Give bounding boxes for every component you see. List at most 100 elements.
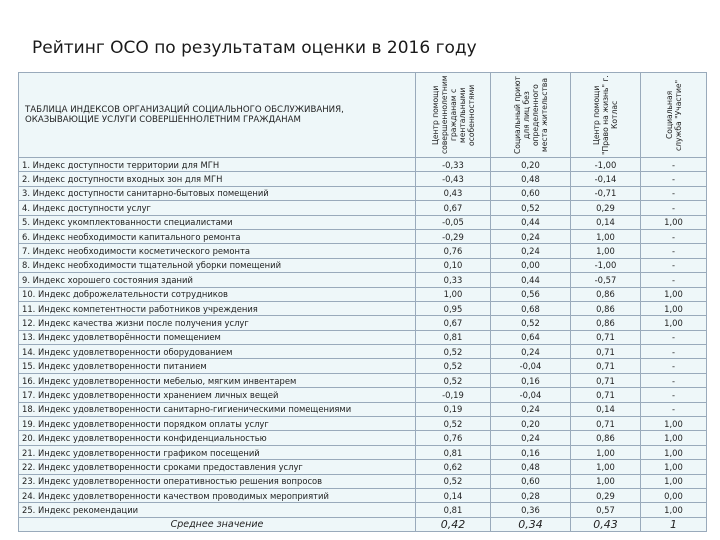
cell-value: 0,14	[570, 214, 641, 230]
table-row: 21. Индекс удовлетворенности графиком по…	[18, 444, 707, 461]
table-row: 8. Индекс необходимости тщательной уборк…	[18, 257, 707, 274]
cell-value: 0,52	[415, 358, 491, 374]
cell-value: 1,00	[640, 286, 707, 302]
table-row: Среднее значение 0,42 0,34 0,43 1	[18, 516, 707, 533]
cell-value: 0,71	[570, 329, 641, 346]
index-table: ТАБЛИЦА ИНДЕКСОВ ОРГАНИЗАЦИЙ СОЦИАЛЬНОГО…	[18, 72, 707, 533]
cell-value: 0,71	[570, 344, 641, 360]
cell-value: 1,00	[570, 459, 641, 475]
row-label: 6. Индекс необходимости капитального рем…	[18, 228, 416, 245]
cell-value: 0,43	[415, 185, 491, 202]
header-row: ТАБЛИЦА ИНДЕКСОВ ОРГАНИЗАЦИЙ СОЦИАЛЬНОГО…	[18, 72, 707, 158]
cell-value: 0,71	[570, 387, 641, 403]
table-row: 15. Индекс удовлетворенности питанием 0,5…	[18, 358, 707, 374]
cell-value: -	[640, 401, 707, 418]
cell-value: 0,14	[570, 401, 641, 418]
cell-value: 0,52	[415, 416, 491, 432]
cell-value: 0,14	[415, 487, 491, 504]
cell-value: -0,71	[570, 185, 641, 202]
table-row: 4. Индекс доступности услуг 0,67 0,52 0,29-	[18, 200, 707, 216]
table-row: 18. Индекс удовлетворенности санитарно-г…	[18, 401, 707, 418]
table-body: 1. Индекс доступности территории для МГН…	[18, 156, 707, 533]
cell-value: 0,86	[570, 430, 641, 446]
column-header: Социальный приют для лиц без определенно…	[490, 72, 571, 158]
cell-value: 0,56	[490, 286, 571, 302]
row-label: 25. Индекс рекомендации	[18, 502, 416, 518]
cell-value: 0,20	[490, 156, 571, 173]
cell-value: 0,95	[415, 300, 491, 317]
cell-value: 1,00	[570, 228, 641, 245]
cell-value: 0,52	[490, 200, 571, 216]
cell-value: 1,00	[640, 473, 707, 489]
cell-value: 0,36	[490, 502, 571, 518]
column-header: Центр помощи "Право на жизнь" г. Котлас	[570, 72, 641, 158]
row-label: 8. Индекс необходимости тщательной уборк…	[18, 257, 416, 274]
cell-value: -	[640, 156, 707, 173]
table-row: 12. Индекс качества жизни после получени…	[18, 315, 707, 331]
cell-value: 0,34	[490, 516, 571, 533]
cell-value: -0,57	[570, 272, 641, 288]
row-label: 5. Индекс укомплектованности специалиста…	[18, 214, 416, 230]
table-row: 17. Индекс удовлетворенности хранением л…	[18, 387, 707, 403]
cell-value: 0,43	[570, 516, 641, 533]
table-row: 9. Индекс хорошего состояния зданий 0,33 0…	[18, 272, 707, 288]
row-label: 22. Индекс удовлетворенности сроками пре…	[18, 459, 416, 475]
cell-value: 0,60	[490, 473, 571, 489]
column-header: Центр помощи совершеннолетним гражданам …	[415, 72, 491, 158]
cell-value: 0,29	[570, 487, 641, 504]
cell-value: 0,00	[490, 257, 571, 274]
row-label: 1. Индекс доступности территории для МГН	[18, 156, 416, 173]
cell-value: 0,57	[570, 502, 641, 518]
row-label: 23. Индекс удовлетворенности оперативнос…	[18, 473, 416, 489]
table-row: 14. Индекс удовлетворенности оборудовани…	[18, 344, 707, 360]
cell-value: 0,48	[490, 171, 571, 187]
cell-value: -	[640, 185, 707, 202]
cell-value: 0,16	[490, 444, 571, 461]
cell-value: 0,24	[490, 344, 571, 360]
cell-value: 1,00	[640, 300, 707, 317]
table-row: 3. Индекс доступности санитарно-бытовых …	[18, 185, 707, 202]
cell-value: -1,00	[570, 156, 641, 173]
row-label: 12. Индекс качества жизни после получени…	[18, 315, 416, 331]
cell-value: 0,48	[490, 459, 571, 475]
row-label: 16. Индекс удовлетворенности мебелью, мя…	[18, 372, 416, 389]
row-label: 17. Индекс удовлетворенности хранением л…	[18, 387, 416, 403]
cell-value: 0,52	[415, 372, 491, 389]
cell-value: -	[640, 344, 707, 360]
cell-value: -	[640, 272, 707, 288]
cell-value: -	[640, 257, 707, 274]
cell-value: 1,00	[640, 315, 707, 331]
cell-value: 1,00	[640, 502, 707, 518]
row-label: 13. Индекс удовлетворённости помещением	[18, 329, 416, 346]
row-label: 7. Индекс необходимости косметического р…	[18, 243, 416, 259]
table-row: 23. Индекс удовлетворенности оперативнос…	[18, 473, 707, 489]
table-row: 25. Индекс рекомендации 0,81 0,36 0,57 1,00	[18, 502, 707, 518]
cell-value: 0,10	[415, 257, 491, 274]
cell-value: -	[640, 171, 707, 187]
column-header: Социальная служба "Участие"	[640, 72, 707, 158]
row-label: 9. Индекс хорошего состояния зданий	[18, 272, 416, 288]
cell-value: 0,67	[415, 200, 491, 216]
page-title: Рейтинг ОСО по результатам оценки в 2016…	[32, 38, 477, 58]
cell-value: 0,71	[570, 358, 641, 374]
cell-value: -0,14	[570, 171, 641, 187]
cell-value: 0,86	[570, 286, 641, 302]
column-header-text: Социальный приют для лиц без определенно…	[512, 76, 549, 154]
row-label: 4. Индекс доступности услуг	[18, 200, 416, 216]
cell-value: 1,00	[640, 416, 707, 432]
cell-value: 0,52	[415, 473, 491, 489]
table-row: 6. Индекс необходимости капитального рем…	[18, 228, 707, 245]
cell-value: 0,76	[415, 243, 491, 259]
cell-value: 1,00	[640, 214, 707, 230]
table-caption: ТАБЛИЦА ИНДЕКСОВ ОРГАНИЗАЦИЙ СОЦИАЛЬНОГО…	[18, 72, 416, 158]
cell-value: 0,86	[570, 315, 641, 331]
row-label: 19. Индекс удовлетворенности порядком оп…	[18, 416, 416, 432]
cell-value: 1,00	[570, 243, 641, 259]
cell-value: 0,16	[490, 372, 571, 389]
cell-value: -0,04	[490, 358, 571, 374]
table-row: 16. Индекс удовлетворенности мебелью, мя…	[18, 372, 707, 389]
row-label: 18. Индекс удовлетворенности санитарно-г…	[18, 401, 416, 418]
cell-value: 0,44	[490, 272, 571, 288]
cell-value: 0,24	[490, 243, 571, 259]
